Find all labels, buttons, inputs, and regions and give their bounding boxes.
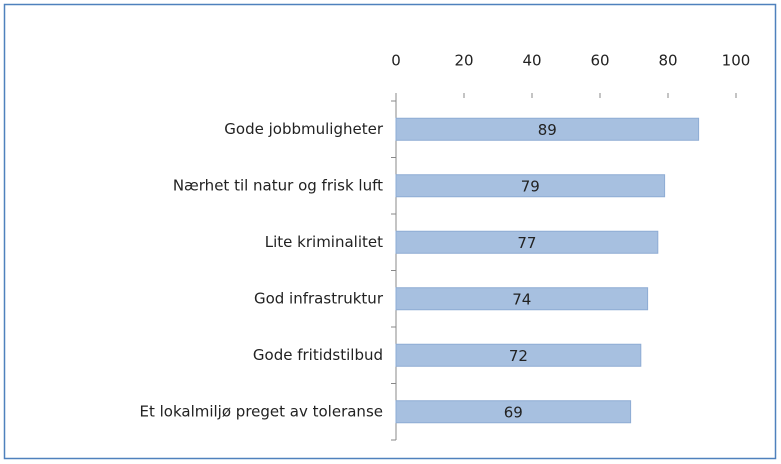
bar <box>395 400 632 424</box>
bar <box>395 287 649 311</box>
y-tick-label: Nærhet til natur og frisk luft <box>173 176 383 194</box>
y-tick-label: Et lokalmiljø preget av toleranse <box>139 402 383 420</box>
data-label: 89 <box>538 121 557 139</box>
x-tick-label: 20 <box>454 52 473 70</box>
bar <box>395 117 700 141</box>
bar <box>395 174 666 198</box>
data-label: 77 <box>517 234 536 252</box>
chart-frame <box>3 3 777 460</box>
x-tick-label: 60 <box>590 52 609 70</box>
y-tick-label: God infrastruktur <box>254 289 384 307</box>
y-tick-label: Lite kriminalitet <box>265 233 383 251</box>
data-label: 79 <box>521 177 540 195</box>
bar <box>395 230 659 254</box>
data-label: 74 <box>512 290 531 308</box>
data-label: 69 <box>504 403 523 421</box>
x-tick-label: 100 <box>722 52 751 70</box>
x-tick-label: 0 <box>391 52 401 70</box>
x-tick-label: 80 <box>658 52 677 70</box>
y-tick-label: Gode jobbmuligheter <box>224 120 384 138</box>
bar <box>395 343 642 367</box>
data-label: 72 <box>509 347 528 365</box>
y-tick-label: Gode fritidstilbud <box>253 346 383 364</box>
x-tick-label: 40 <box>522 52 541 70</box>
